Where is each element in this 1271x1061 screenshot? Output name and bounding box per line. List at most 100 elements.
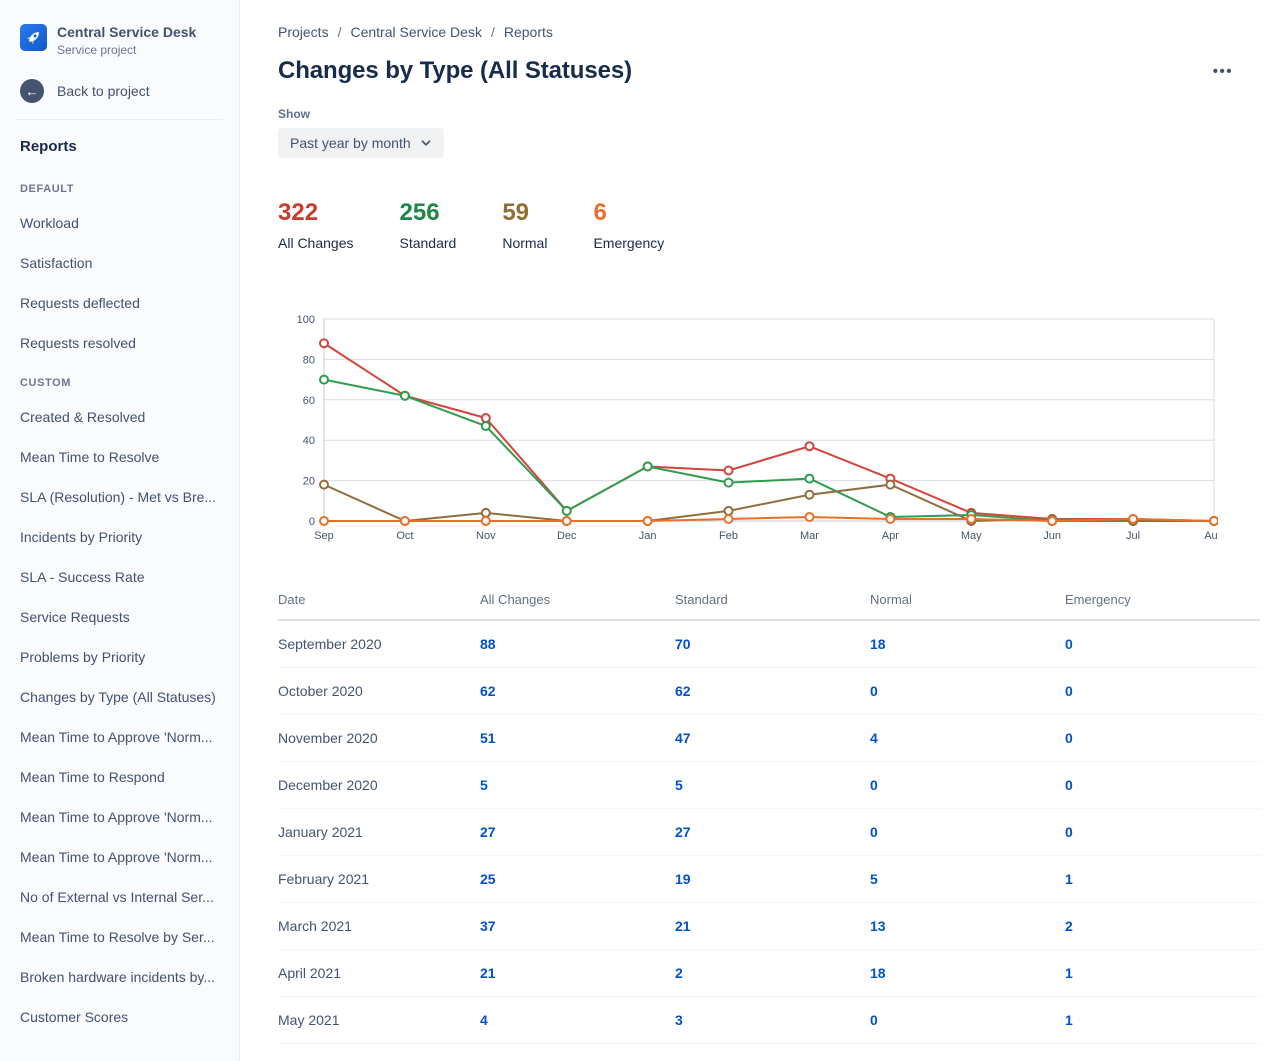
table-cell-value[interactable]: 88 [480,620,675,668]
table-cell-value[interactable]: 0 [1065,761,1260,809]
summary-stats: 322 All Changes 256 Standard 59 Normal 6 Emerge… [278,199,1241,252]
svg-text:Dec: Dec [557,530,577,542]
table-cell-value[interactable]: 4 [480,996,675,1044]
table-cell-value[interactable]: 19 [675,855,870,903]
table-header-cell: Standard [675,584,870,621]
table-cell-value[interactable]: 3 [675,996,870,1044]
table-cell-value[interactable]: 0 [870,996,1065,1044]
table-cell-value[interactable]: 27 [480,808,675,856]
sidebar-item[interactable]: Problems by Priority [20,649,146,665]
main-content: Projects / Central Service Desk / Reports Ch… [240,0,1271,1061]
title-row: Changes by Type (All Statuses) ••• [278,57,1241,85]
table-row: October 2020 62 62 0 0 [278,667,1260,715]
back-to-project-button[interactable]: ← Back to project [12,69,227,119]
table-cell-value[interactable]: 25 [480,855,675,903]
svg-text:May: May [961,530,982,542]
sidebar-item[interactable]: Mean Time to Approve 'Norm... [20,809,213,825]
svg-text:Mar: Mar [800,530,819,542]
breadcrumb-link[interactable]: Reports [503,24,553,40]
table-cell-value[interactable]: 5 [870,855,1065,903]
table-cell-value[interactable]: 62 [480,667,675,715]
breadcrumb-separator: / [490,24,495,40]
sidebar-item[interactable]: Broken hardware incidents by... [20,969,216,985]
breadcrumb-link[interactable]: Central Service Desk [350,24,482,40]
stat-label: Standard [399,235,457,251]
svg-text:Jun: Jun [1043,530,1061,542]
table-cell-value[interactable]: 13 [870,902,1065,950]
sidebar-item[interactable]: Incidents by Priority [20,529,143,545]
stat-label: All Changes [278,235,354,251]
table-cell-value[interactable]: 0 [1065,667,1260,715]
project-header: Central Service Desk Service project [12,18,227,69]
table-cell-value[interactable]: 21 [675,902,870,950]
breadcrumb: Projects / Central Service Desk / Reports [278,24,1241,40]
arrow-left-icon: ← [20,79,44,103]
table-cell-value[interactable]: 0 [870,667,1065,715]
table-row: March 2021 37 21 13 2 [278,902,1260,950]
sidebar-item[interactable]: Mean Time to Resolve by Ser... [20,929,215,945]
table-cell-date: February 2021 [278,855,480,903]
sidebar-item[interactable]: SLA - Success Rate [20,569,145,585]
sidebar-item[interactable]: Requests resolved [20,335,136,351]
table-cell-value[interactable]: 1 [1065,996,1260,1044]
table-cell-value[interactable]: 0 [1065,808,1260,856]
table-cell-value[interactable]: 27 [675,808,870,856]
table-cell-value[interactable]: 1 [1065,949,1260,997]
table-row: February 2021 25 19 5 1 [278,855,1260,903]
table-cell-value[interactable]: 70 [675,620,870,668]
table-row: May 2021 4 3 0 1 [278,996,1260,1044]
sidebar-item[interactable]: Mean Time to Approve 'Norm... [20,729,213,745]
table-cell-value[interactable]: 4 [870,714,1065,762]
svg-text:0: 0 [309,516,315,528]
report-table-wrap: Date All Changes Standard Normal Emergency S… [278,584,1260,1044]
project-text: Central Service Desk Service project [57,24,196,57]
table-cell-value[interactable]: 18 [870,949,1065,997]
table-cell-value[interactable]: 62 [675,667,870,715]
table-cell-value[interactable]: 0 [870,761,1065,809]
sidebar-item[interactable]: Mean Time to Respond [20,769,165,785]
table-cell-value[interactable]: 0 [870,808,1065,856]
table-cell-value[interactable]: 5 [480,761,675,809]
breadcrumb-link[interactable]: Projects [278,24,329,40]
sidebar-item[interactable]: Changes by Type (All Statuses) [20,689,216,705]
table-header-cell: Emergency [1065,584,1260,621]
stat-block: 256 Standard [399,200,457,252]
period-dropdown[interactable]: Past year by month [278,128,444,158]
stat-block: 6 Emergency [593,200,664,252]
sidebar-item[interactable]: Service Requests [20,609,130,625]
project-avatar [20,24,47,51]
table-cell-value[interactable]: 47 [675,714,870,762]
sidebar-item[interactable]: Requests deflected [20,295,140,311]
table-cell-value[interactable]: 18 [870,620,1065,668]
table-body: September 2020 88 70 18 0 October 2020 62 62 0 0 N… [278,620,1260,1044]
table-cell-date: September 2020 [278,620,480,668]
table-cell-value[interactable]: 37 [480,902,675,950]
project-name: Central Service Desk [57,24,197,40]
sidebar-item[interactable]: Customer Scores [20,1009,129,1025]
sidebar-item[interactable]: Mean Time to Resolve [20,449,160,465]
sidebar-item[interactable]: Mean Time to Approve 'Norm... [20,849,213,865]
table-cell-value[interactable]: 2 [1065,902,1260,950]
svg-text:Jul: Jul [1126,530,1140,542]
svg-text:100: 100 [297,314,315,326]
table-cell-value[interactable]: 5 [675,761,870,809]
stat-value: 322 [278,199,319,226]
svg-text:Nov: Nov [476,530,496,542]
table-cell-value[interactable]: 51 [480,714,675,762]
reports-nav: DEFAULT Workload Satisfaction Requests defl… [12,169,227,1037]
table-cell-value[interactable]: 0 [1065,620,1260,668]
stat-block: 322 All Changes [278,199,354,252]
table-cell-value[interactable]: 2 [675,949,870,997]
more-options-button[interactable]: ••• [1212,62,1233,80]
table-header-cell: Normal [870,584,1065,621]
table-cell-value[interactable]: 1 [1065,855,1260,903]
sidebar-item[interactable]: Workload [20,215,79,231]
table-cell-value[interactable]: 0 [1065,714,1260,762]
table-row: September 2020 88 70 18 0 [278,620,1260,668]
page-title: Changes by Type (All Statuses) [278,57,632,84]
sidebar-item[interactable]: SLA (Resolution) - Met vs Bre... [20,489,217,505]
table-cell-value[interactable]: 21 [480,949,675,997]
sidebar-item[interactable]: Satisfaction [20,255,93,271]
sidebar-item[interactable]: Created & Resolved [20,409,146,425]
sidebar-item[interactable]: No of External vs Internal Ser... [20,889,214,905]
